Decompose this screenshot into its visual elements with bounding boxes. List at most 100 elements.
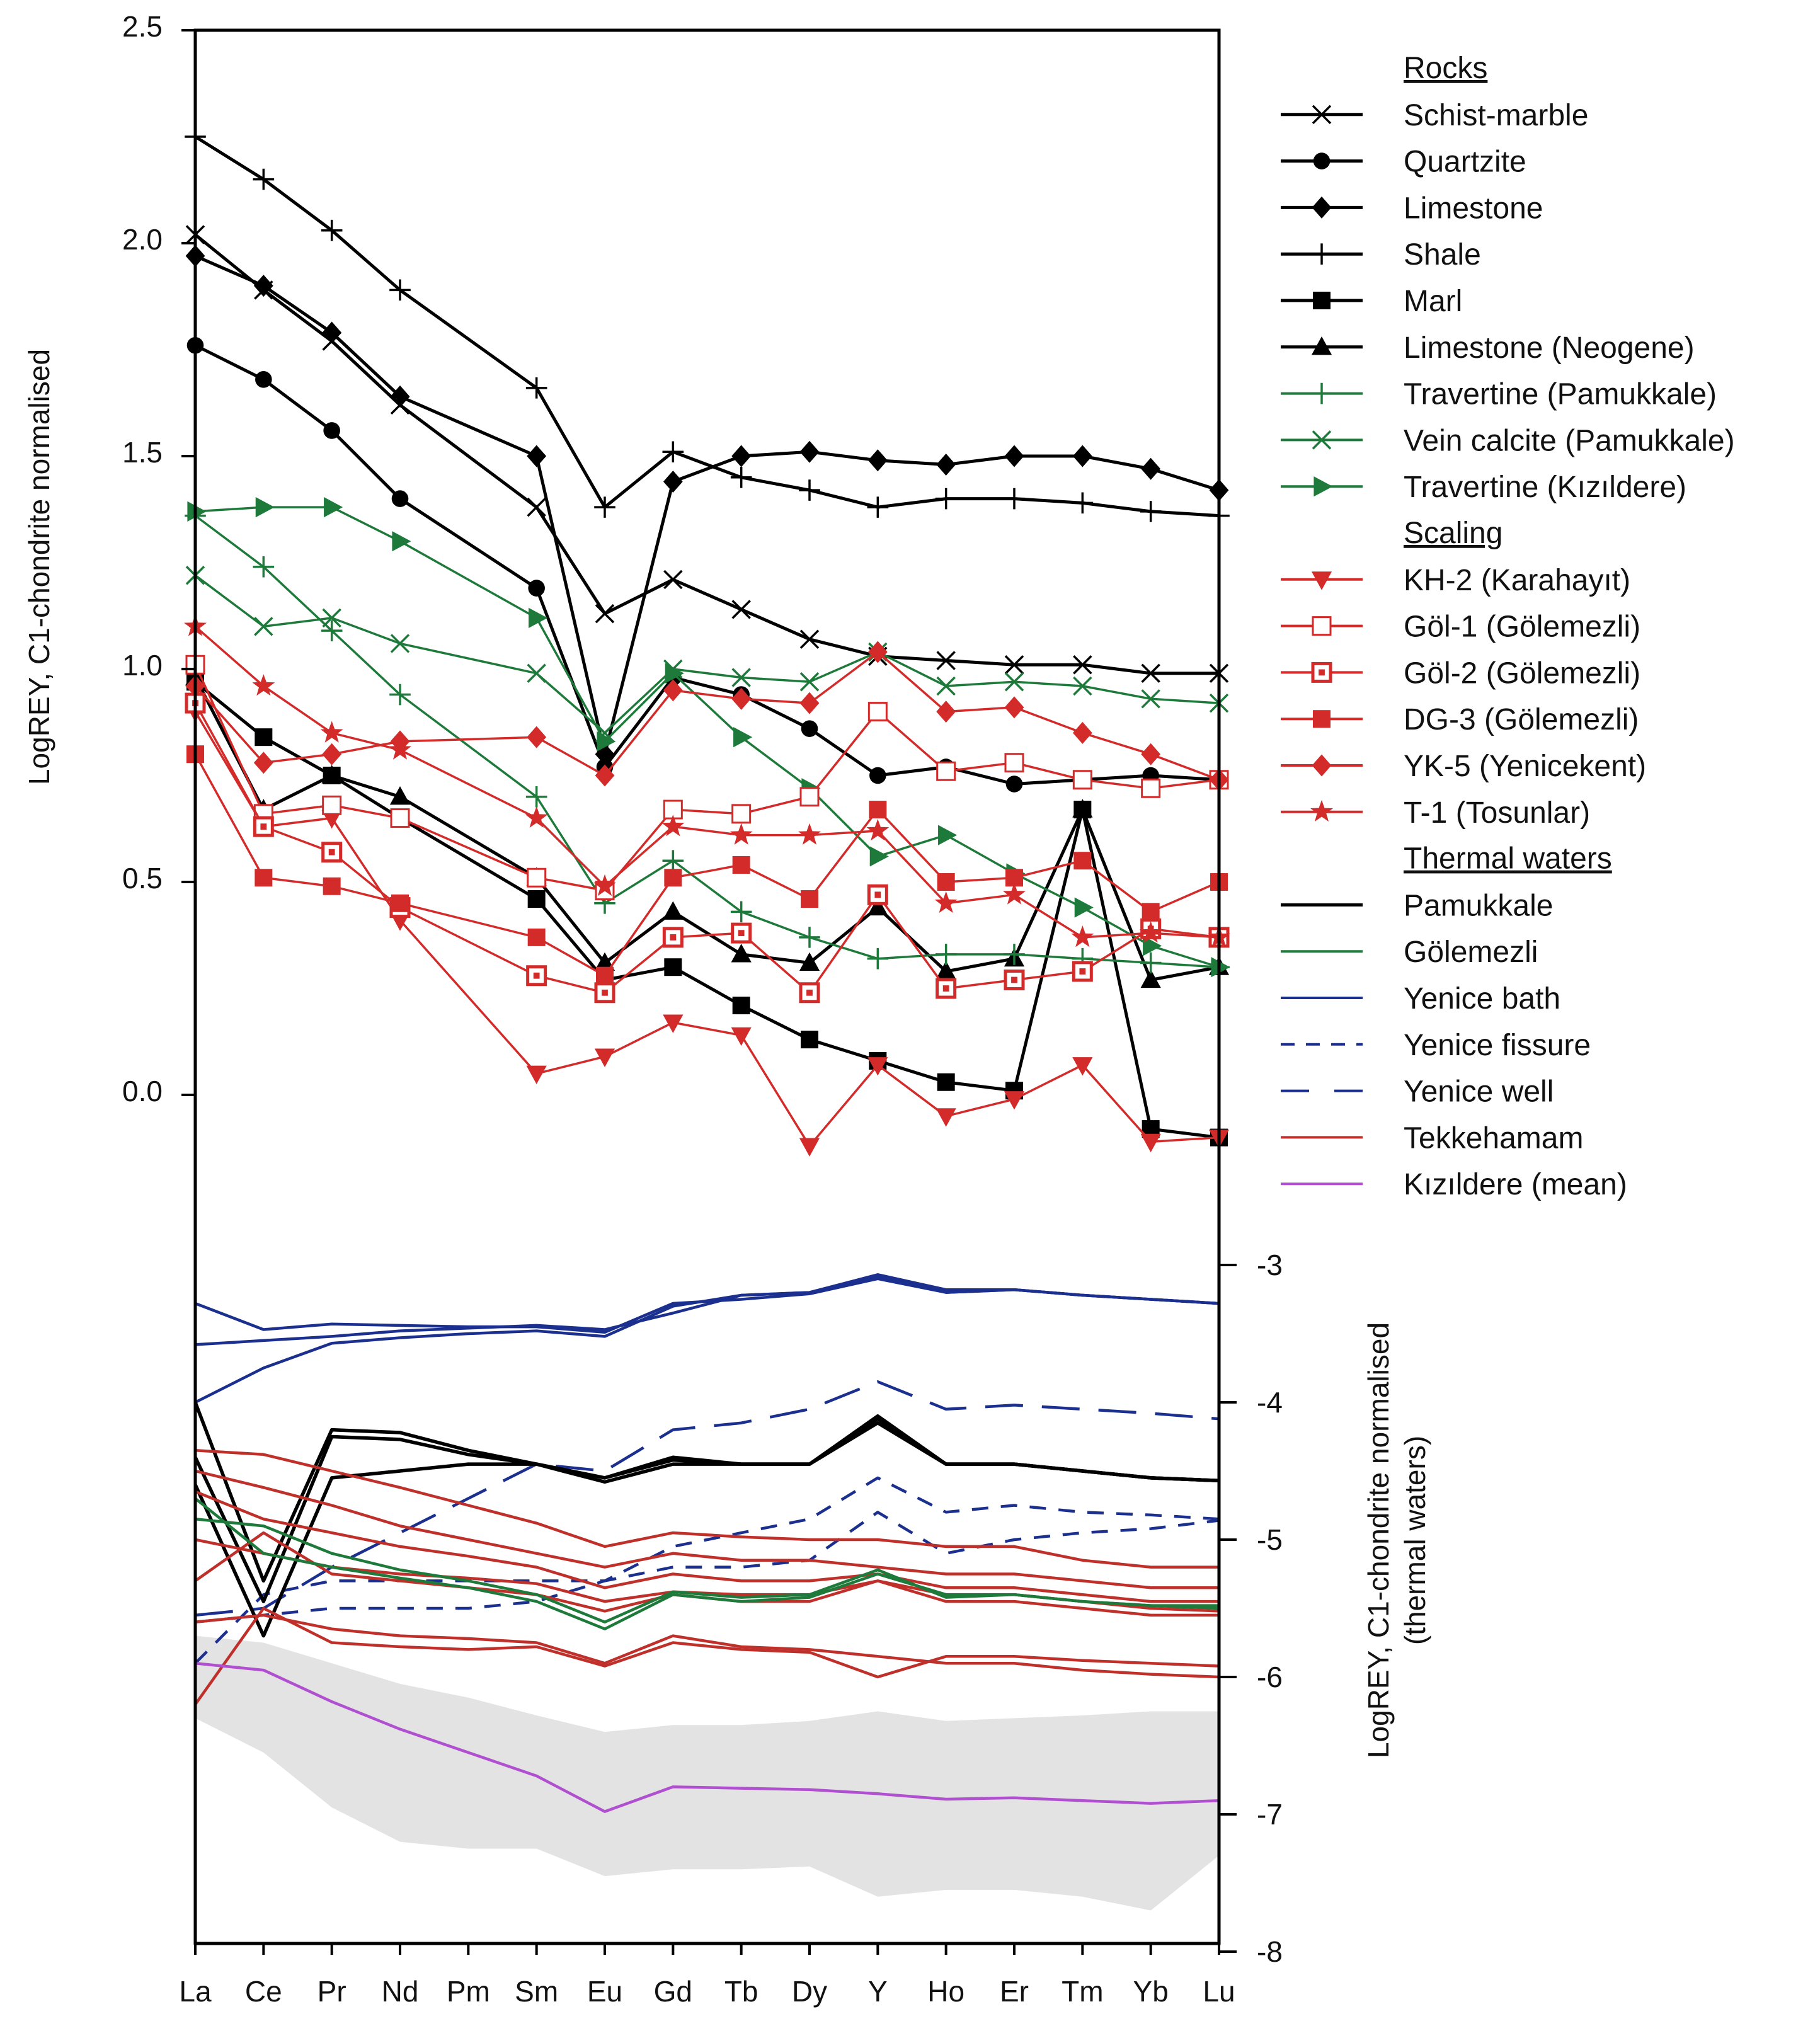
data-point (322, 608, 341, 628)
data-point (1072, 492, 1094, 514)
data-point (320, 721, 343, 743)
data-point (392, 531, 411, 552)
water-series-tekkehamam (195, 1613, 1220, 1679)
data-point (937, 873, 955, 891)
legend-item-travertine-kizildere: Travertine (Kızıldere) (1281, 471, 1686, 504)
legend-label: Kızıldere (mean) (1404, 1168, 1627, 1201)
left-tick-label: 2.0 (122, 223, 163, 256)
data-point (1004, 696, 1024, 719)
data-point (732, 997, 750, 1015)
legend-item-dg-3-golemezli: DG-3 (Gölemezli) (1281, 703, 1639, 736)
data-point (323, 422, 340, 439)
legend-label: YK-5 (Yenicekent) (1404, 750, 1646, 783)
legend-item-t-1-tosunlar: T-1 (Tosunlar) (1281, 796, 1590, 830)
data-point (1312, 196, 1332, 219)
data-point (731, 600, 751, 619)
data-point (1072, 445, 1092, 467)
right-tick-label: -8 (1257, 1935, 1283, 1968)
legend-label: Yenice bath (1404, 982, 1560, 1016)
kizildere-range-band (195, 1635, 1219, 1911)
legend-item-yenice-fissure: Yenice fissure (1281, 1029, 1591, 1062)
data-point (527, 663, 546, 683)
data-point (1311, 243, 1332, 265)
data-point (801, 720, 818, 737)
legend-label: Shale (1404, 238, 1481, 272)
water-series-tekkehamam (195, 1469, 1219, 1589)
data-point (1140, 969, 1161, 988)
data-point (527, 867, 547, 888)
data-point (663, 569, 683, 590)
data-point (799, 787, 820, 807)
data-point (799, 1138, 820, 1157)
data-point (1313, 710, 1331, 728)
data-point (1004, 1091, 1025, 1110)
plot-frame (193, 28, 1221, 1945)
data-point (254, 280, 273, 300)
legend-item-kizildere-mean: Kızıldere (mean) (1281, 1168, 1627, 1201)
data-point (1004, 753, 1024, 773)
data-point (323, 877, 341, 895)
data-point (869, 846, 889, 867)
data-point (801, 890, 818, 908)
data-point (1071, 925, 1094, 947)
data-point (255, 728, 273, 747)
data-point (866, 819, 890, 841)
legend-label: Göl-1 (Gölemezli) (1404, 610, 1640, 644)
data-point (324, 497, 343, 518)
data-point (1313, 292, 1331, 309)
legend-item-vein-calcite-pamukkale: Vein calcite (Pamukkale) (1281, 424, 1735, 457)
data-point-inner (942, 985, 949, 992)
data-point (1311, 382, 1332, 404)
x-tick-label: Pr (318, 1975, 346, 2008)
data-point (799, 629, 820, 649)
data-point-inner (874, 891, 881, 898)
data-point (731, 1027, 752, 1046)
left-axis-label: LogREY, C1-chondrite normalised (23, 349, 55, 785)
legend-item-schist-marble: Schist-marble (1281, 99, 1588, 132)
legend: Rocks Schist-marble Quartzite Limestone Shal… (1281, 52, 1735, 1201)
x-tick-label: Ce (245, 1975, 282, 2008)
data-point (1074, 897, 1094, 918)
data-point (867, 1057, 888, 1076)
legend-label: Yenice well (1404, 1075, 1554, 1109)
data-point (799, 440, 820, 463)
data-point-inner (602, 989, 608, 996)
legend-item-travertine-pamukkale: Travertine (Pamukkale) (1281, 378, 1717, 411)
data-point (867, 449, 888, 472)
data-point (934, 891, 958, 913)
water-series-yenice-well (195, 1380, 1220, 1617)
data-point (1072, 1057, 1093, 1076)
data-point (1140, 501, 1162, 522)
data-point (799, 927, 820, 948)
data-point (595, 764, 615, 787)
legend-item-quartzite: Quartzite (1281, 146, 1526, 179)
data-point (1004, 445, 1024, 467)
data-point (867, 496, 889, 518)
data-point (255, 869, 273, 887)
data-point (527, 726, 547, 748)
data-point (1313, 152, 1331, 169)
rock-series-layer (184, 126, 1230, 1157)
data-point (254, 617, 273, 636)
legend-item-pamukkale: Pamukkale (1281, 889, 1553, 922)
data-point (869, 767, 886, 784)
data-point (528, 580, 545, 597)
data-point (390, 395, 410, 415)
legend-label: Quartzite (1404, 146, 1526, 179)
x-tick-label: Pm (447, 1975, 490, 2008)
series-schist-marble (185, 225, 1229, 683)
legend-item-gol-1-golemezli: Göl-1 (Gölemezli) (1281, 610, 1640, 644)
data-point-inner (670, 934, 677, 941)
water-series-kizildere-mean (195, 1661, 1220, 1813)
data-point (322, 795, 342, 815)
data-point (253, 275, 273, 297)
series-gol-2-golemezli (185, 692, 1230, 1004)
legend-item-limestone: Limestone (1281, 192, 1543, 225)
data-point (665, 663, 684, 684)
data-point (1312, 430, 1332, 450)
legend-label: Schist-marble (1404, 99, 1588, 132)
legend-heading-scaling: Scaling (1404, 517, 1502, 550)
data-point (799, 479, 820, 501)
data-point (525, 786, 547, 808)
data-point (935, 944, 957, 965)
